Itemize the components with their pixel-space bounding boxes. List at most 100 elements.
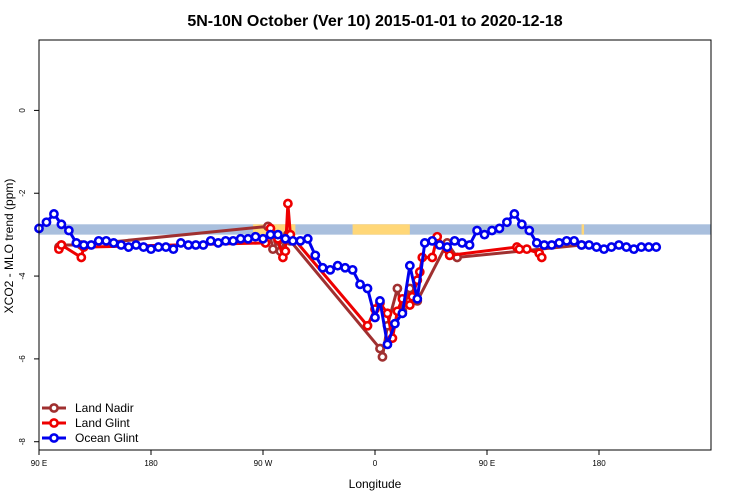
x-axis-ticks: 90 E 180 90 W 0 90 E 180 xyxy=(31,450,606,468)
ocean-glint-point xyxy=(412,293,423,304)
band-land-segment xyxy=(581,224,585,235)
land-glint-point xyxy=(362,320,373,331)
y-tick-label: -8 xyxy=(18,438,27,446)
legend-swatch-marker xyxy=(49,403,59,413)
ocean-glint-point xyxy=(295,235,306,246)
land-glint-point xyxy=(444,250,455,261)
ocean-glint-point xyxy=(479,229,490,240)
ocean-glint-point xyxy=(531,238,542,248)
ocean-glint-point xyxy=(265,229,276,240)
legend-label: Ocean Glint xyxy=(75,431,139,445)
ocean-glint-point xyxy=(457,238,468,248)
land-nadir-point xyxy=(377,351,388,362)
ocean-glint-point xyxy=(554,238,565,248)
land-nadir-point xyxy=(392,283,403,294)
ocean-glint-point xyxy=(636,242,647,252)
band-land-segment xyxy=(352,224,410,235)
ocean-glint-point xyxy=(56,219,67,230)
ocean-glint-point xyxy=(382,339,393,350)
ocean-glint-point xyxy=(198,240,209,250)
ocean-glint-point xyxy=(49,209,59,219)
land-nadir-point xyxy=(268,244,278,255)
land-glint-point xyxy=(282,198,293,209)
land-glint-point xyxy=(514,244,525,255)
land-glint-line xyxy=(57,202,544,340)
land-glint-point xyxy=(521,244,532,255)
legend-swatch-marker xyxy=(49,433,59,443)
ocean-glint-point xyxy=(524,225,535,236)
ocean-glint-point xyxy=(347,264,358,275)
ocean-glint-point xyxy=(101,235,112,246)
ocean-glint-point xyxy=(175,238,186,248)
ocean-glint-point xyxy=(509,209,520,219)
ocean-glint-point xyxy=(108,238,119,248)
band-layer xyxy=(39,224,711,235)
ocean-glint-point xyxy=(651,242,662,252)
ocean-glint-point xyxy=(362,283,373,294)
ocean-glint-point xyxy=(487,225,497,236)
ocean-glint-point xyxy=(310,250,321,261)
ocean-glint-point xyxy=(123,242,134,252)
land-glint-point xyxy=(427,252,438,263)
land-glint-point xyxy=(404,300,415,310)
ocean-glint-point xyxy=(427,235,438,246)
ocean-glint-point xyxy=(449,235,460,246)
ocean-glint-point xyxy=(621,242,632,252)
ocean-glint-point xyxy=(494,223,505,234)
ocean-glint-point xyxy=(146,244,156,255)
y-tick-label: -6 xyxy=(18,355,27,363)
ocean-glint-point xyxy=(442,242,453,252)
land-glint-point xyxy=(76,252,87,263)
ocean-glint-point xyxy=(539,240,550,250)
ocean-glint-point xyxy=(228,235,239,246)
x-tick-label: 180 xyxy=(144,459,158,468)
x-tick-label: 180 xyxy=(592,459,606,468)
land-glint-point xyxy=(56,240,67,250)
ocean-glint-point xyxy=(161,242,171,252)
ocean-glint-point xyxy=(464,240,475,250)
ocean-glint-point xyxy=(434,240,445,250)
land-glint-point xyxy=(536,252,547,263)
ocean-glint-point xyxy=(287,235,298,246)
y-tick-label: -2 xyxy=(18,189,27,197)
ocean-glint-point xyxy=(183,240,194,250)
x-tick-label: 90 E xyxy=(479,459,495,468)
ocean-glint-point xyxy=(190,240,201,250)
y-tick-label: -4 xyxy=(18,272,27,280)
ocean-glint-point xyxy=(569,235,580,246)
legend-swatch-marker xyxy=(49,418,59,428)
ocean-glint-point xyxy=(116,240,127,250)
ocean-glint-point xyxy=(71,238,82,248)
x-axis-label: Longitude xyxy=(349,477,402,491)
ocean-glint-point xyxy=(561,235,572,246)
ocean-glint-point xyxy=(614,240,624,250)
ocean-glint-point xyxy=(220,235,231,246)
ocean-glint-point xyxy=(153,242,164,252)
legend-item-land-glint: Land Glint xyxy=(42,416,130,430)
legend-item-ocean-glint: Ocean Glint xyxy=(42,431,139,445)
series-layer xyxy=(34,198,662,362)
ocean-glint-point xyxy=(472,225,482,236)
x-tick-label: 90 E xyxy=(31,459,47,468)
ocean-glint-point xyxy=(404,260,415,271)
legend-label: Land Glint xyxy=(75,416,130,430)
land-nadir-point xyxy=(375,343,385,354)
ocean-glint-point xyxy=(643,242,654,252)
ocean-glint-point xyxy=(302,233,313,244)
ocean-glint-point xyxy=(340,262,351,273)
ocean-glint-point xyxy=(584,240,594,250)
ocean-glint-point xyxy=(332,260,343,271)
ocean-glint-point xyxy=(516,219,527,230)
ocean-glint-point xyxy=(131,240,141,250)
ocean-glint-point xyxy=(546,240,557,250)
y-axis-label: XCO2 - MLO trend (ppm) xyxy=(2,179,16,314)
ocean-glint-point xyxy=(502,217,512,228)
ocean-glint-point xyxy=(280,233,291,244)
ocean-glint-point xyxy=(355,279,365,290)
ocean-glint-point xyxy=(243,233,253,244)
land-glint-point xyxy=(382,308,393,319)
legend-item-land-nadir: Land Nadir xyxy=(42,401,134,415)
legend-label: Land Nadir xyxy=(75,401,134,415)
